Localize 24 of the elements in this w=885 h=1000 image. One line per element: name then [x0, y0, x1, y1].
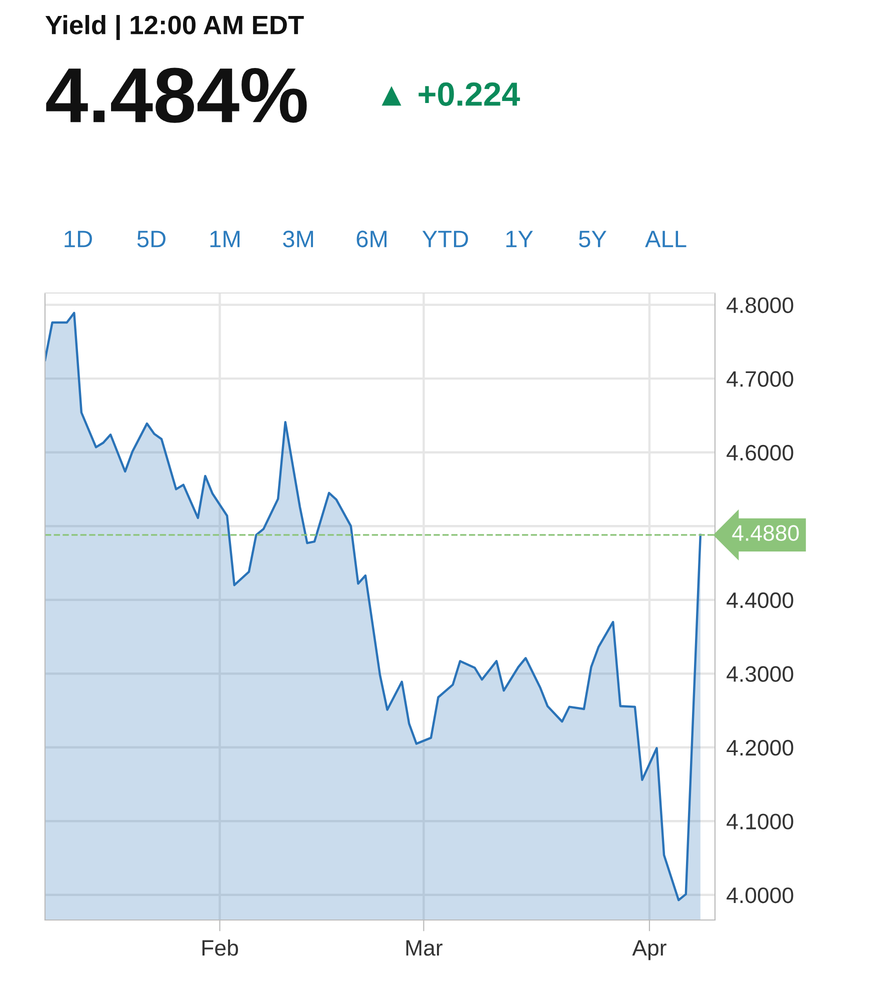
- y-tick-label: 4.1000: [726, 814, 794, 830]
- y-tick-label: 4.8000: [726, 297, 794, 314]
- text: YTD: [422, 230, 468, 248]
- text: ▲ +0.224: [382, 82, 520, 106]
- text: 3M: [283, 230, 313, 248]
- text: 1D: [64, 230, 92, 248]
- x-tick-label: Mar: [406, 940, 442, 956]
- x-tick-label: Feb: [202, 939, 238, 956]
- x-tick-label: Apr: [632, 940, 666, 960]
- chart-title: Yield | 12:00 AM EDT: [45, 15, 304, 40]
- y-tick-label: 4.3000: [726, 666, 794, 682]
- text: ALL: [645, 230, 686, 248]
- text: 5Y: [579, 230, 606, 248]
- y-tick-label: 4.2000: [726, 740, 794, 756]
- text: 6M: [356, 230, 386, 248]
- text: 1Y: [506, 230, 533, 248]
- y-tick-label: 4.7000: [726, 371, 794, 387]
- text: 4.484%: [46, 68, 307, 123]
- text: 5D: [137, 230, 166, 248]
- y-tick-label: 4.0000: [726, 887, 794, 904]
- y-tick-label: 4.6000: [726, 444, 794, 461]
- text: 1M: [210, 230, 240, 248]
- y-tick-label: 4.4000: [726, 592, 794, 608]
- ref-line-label: 4.4880: [732, 525, 799, 541]
